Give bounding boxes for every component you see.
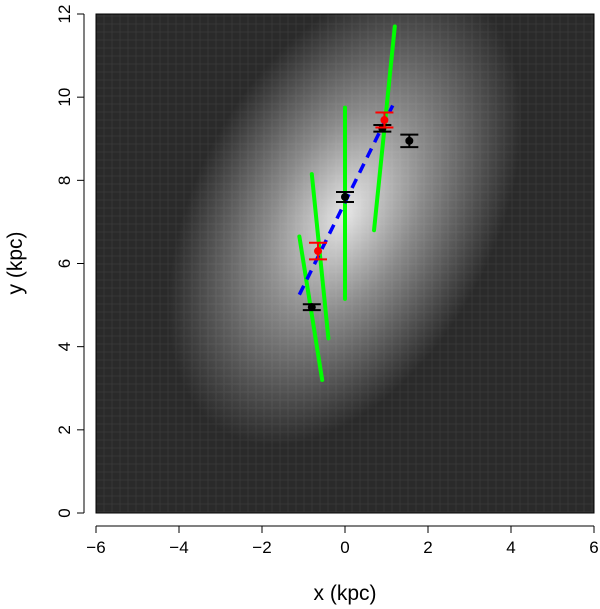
y-tick-label-0: 0 [55, 508, 74, 517]
y-axis: 0 2 4 6 8 10 12 [55, 5, 85, 518]
y-tick-label-1: 2 [55, 425, 74, 434]
x-axis: −6 −4 −2 0 2 4 6 [86, 525, 599, 557]
y-tick-label-6: 12 [55, 5, 74, 24]
red-point-2 [380, 116, 389, 125]
y-tick-label-2: 4 [55, 342, 74, 351]
y-tick-label-4: 8 [55, 176, 74, 185]
y-axis-title: y (kpc) [4, 232, 27, 295]
x-axis-title: x (kpc) [314, 582, 377, 605]
x-tick-label-1: −4 [169, 538, 188, 557]
y-tick-label-3: 6 [55, 259, 74, 268]
black-point-2 [341, 192, 349, 201]
y-tick-label-5: 10 [55, 88, 74, 107]
x-tick-label-6: 6 [589, 538, 598, 557]
data-marks [297, 24, 419, 382]
x-tick-label-0: −6 [86, 538, 105, 557]
black-point-4 [405, 136, 414, 145]
red-point-1 [314, 247, 323, 256]
x-tick-label-2: −2 [252, 538, 271, 557]
black-point-1 [307, 303, 316, 312]
x-tick-label-5: 4 [506, 538, 515, 557]
plot-area [96, 14, 594, 513]
x-tick-label-4: 2 [423, 538, 432, 557]
plot-frame [95, 13, 595, 514]
x-tick-label-3: 0 [340, 538, 349, 557]
